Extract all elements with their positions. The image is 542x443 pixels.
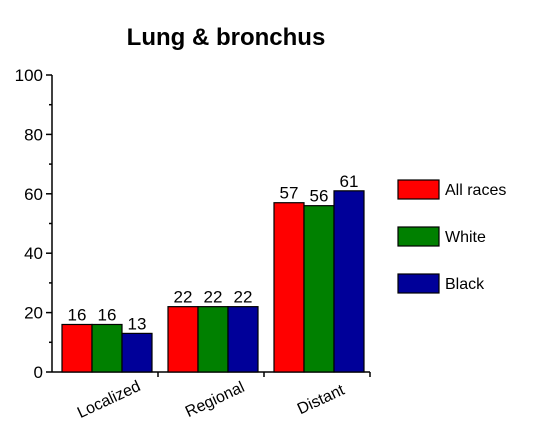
y-tick-label: 40	[24, 244, 43, 263]
x-tick-label: Distant	[295, 381, 348, 418]
legend: All races White Black	[397, 179, 506, 294]
bar-regional-all-races	[167, 306, 199, 373]
data-label: 16	[68, 305, 87, 324]
data-label: 16	[98, 305, 117, 324]
y-tick-label: 60	[24, 185, 43, 204]
x-tick-label: Regional	[183, 379, 247, 421]
legend-swatch-white	[397, 226, 440, 247]
bar-distant-black	[333, 190, 365, 373]
bar-regional-white	[197, 306, 229, 373]
legend-label: White	[445, 229, 486, 246]
data-label: 22	[204, 288, 223, 307]
data-label: 61	[340, 172, 359, 191]
data-label: 22	[234, 288, 253, 307]
bar-regional-black	[227, 306, 259, 373]
bar-distant-all-races	[273, 202, 305, 373]
x-tick-label: Localized	[75, 378, 143, 422]
data-label: 56	[310, 187, 329, 206]
legend-label: All races	[445, 182, 506, 199]
chart-title: Lung & bronchus	[127, 24, 326, 51]
y-tick-label: 100	[15, 66, 43, 85]
y-tick-label: 0	[34, 363, 43, 382]
y-tick-label: 80	[24, 125, 43, 144]
bars	[61, 190, 365, 373]
data-label: 22	[174, 288, 193, 307]
y-tick-label: 20	[24, 304, 43, 323]
bar-distant-white	[303, 205, 335, 373]
data-label: 13	[128, 314, 147, 333]
legend-swatch-black	[397, 273, 440, 294]
data-labels: 16 16 13 22 22 22 57 56 61	[68, 172, 359, 334]
bar-localized-black	[121, 332, 153, 373]
bar-localized-white	[91, 323, 123, 373]
legend-label: Black	[445, 276, 485, 293]
data-label: 57	[280, 184, 299, 203]
legend-swatch-all-races	[397, 179, 440, 200]
bar-localized-all-races	[61, 323, 93, 373]
